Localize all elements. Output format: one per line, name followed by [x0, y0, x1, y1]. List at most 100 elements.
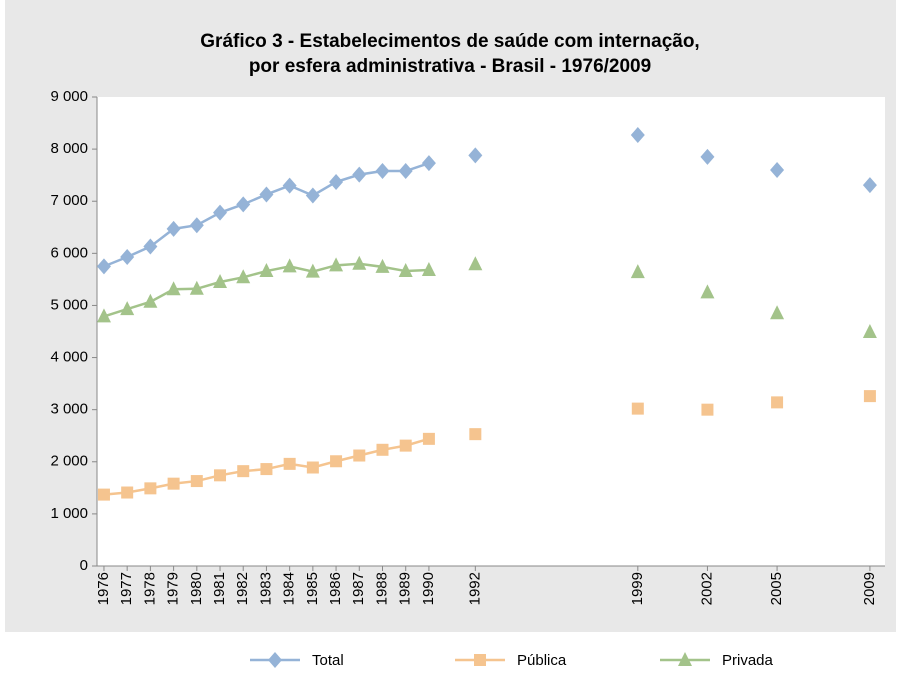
x-tick-label: 1977 — [118, 572, 135, 605]
data-point — [260, 463, 273, 476]
y-tick-label: 3 000 — [50, 401, 88, 418]
data-point — [306, 461, 319, 474]
x-tick-label: 1986 — [327, 572, 344, 605]
data-point — [770, 161, 785, 178]
data-point — [399, 439, 412, 452]
legend-marker — [678, 652, 692, 666]
data-point — [259, 186, 274, 203]
data-point — [166, 220, 181, 237]
legend-marker — [268, 652, 282, 668]
data-point — [422, 432, 435, 445]
data-point — [282, 177, 297, 194]
data-point — [771, 396, 784, 409]
y-tick-label: 7 000 — [50, 192, 88, 209]
data-point — [282, 258, 297, 273]
data-point — [862, 324, 877, 339]
data-point — [96, 258, 111, 275]
data-point — [770, 305, 785, 320]
data-point — [398, 162, 413, 179]
data-point — [189, 280, 204, 295]
data-point — [236, 269, 251, 284]
data-point — [166, 281, 181, 296]
chart-title: por esfera administrativa - Brasil - 197… — [249, 56, 651, 77]
data-point — [863, 390, 876, 403]
data-point — [305, 263, 320, 278]
legend-label: Total — [312, 652, 344, 669]
data-point — [236, 196, 251, 213]
data-point — [469, 428, 482, 441]
data-point — [701, 403, 714, 416]
x-tick-label: 1989 — [397, 572, 414, 605]
data-point — [421, 262, 436, 277]
data-point — [700, 148, 715, 165]
legend-label: Privada — [722, 652, 774, 669]
y-tick-label: 4 000 — [50, 349, 88, 366]
data-point — [190, 475, 203, 488]
data-point — [97, 488, 110, 501]
x-tick-label: 1990 — [420, 572, 437, 605]
data-point — [213, 204, 228, 221]
legend-label: Pública — [517, 652, 567, 669]
y-tick-label: 9 000 — [50, 88, 88, 105]
x-tick-label: 1980 — [188, 572, 205, 605]
data-point — [143, 293, 158, 308]
x-tick-label: 1988 — [373, 572, 390, 605]
x-tick-label: 1981 — [211, 572, 228, 605]
data-point — [630, 264, 645, 279]
x-tick-label: 1976 — [95, 572, 112, 605]
data-point — [213, 273, 228, 288]
plot-area — [97, 97, 885, 566]
data-point — [189, 217, 204, 234]
data-point — [862, 177, 877, 194]
data-point — [631, 402, 644, 415]
data-point — [330, 455, 343, 468]
x-tick-label: 1982 — [234, 572, 251, 605]
x-tick-label: 1992 — [466, 572, 483, 605]
data-point — [237, 465, 250, 478]
data-point — [468, 256, 483, 271]
x-tick-label: 1987 — [350, 572, 367, 605]
data-point — [700, 284, 715, 299]
y-tick-label: 5 000 — [50, 296, 88, 313]
data-point — [421, 155, 436, 172]
x-tick-label: 1983 — [257, 572, 274, 605]
x-tick-label: 2002 — [698, 572, 715, 605]
data-point — [375, 258, 390, 273]
data-point — [214, 469, 227, 482]
data-point — [630, 127, 645, 144]
chart-title: Gráfico 3 - Estabelecimentos de saúde co… — [200, 31, 699, 52]
data-point — [375, 162, 390, 179]
legend-marker — [474, 654, 486, 666]
y-tick-label: 6 000 — [50, 244, 88, 261]
x-tick-label: 1978 — [141, 572, 158, 605]
x-tick-label: 2005 — [768, 572, 785, 605]
data-point — [305, 187, 320, 204]
data-point — [144, 482, 157, 495]
data-point — [329, 257, 344, 272]
data-point — [143, 238, 158, 255]
data-point — [283, 457, 296, 470]
x-tick-label: 1999 — [629, 572, 646, 605]
x-tick-label: 1979 — [165, 572, 182, 605]
data-point — [120, 301, 135, 316]
y-tick-label: 2 000 — [50, 453, 88, 470]
data-point — [96, 308, 111, 323]
data-point — [352, 166, 367, 183]
x-tick-label: 2009 — [861, 572, 878, 605]
data-point — [376, 443, 389, 456]
y-tick-label: 0 — [80, 557, 88, 574]
data-point — [353, 449, 366, 462]
data-point — [121, 486, 134, 499]
data-point — [468, 147, 483, 164]
y-tick-label: 8 000 — [50, 140, 88, 157]
data-point — [259, 263, 274, 278]
data-point — [398, 263, 413, 278]
data-point — [167, 477, 180, 490]
data-point — [329, 173, 344, 190]
x-tick-label: 1985 — [304, 572, 321, 605]
y-tick-label: 1 000 — [50, 505, 88, 522]
data-point — [120, 248, 135, 265]
x-tick-label: 1984 — [281, 572, 298, 605]
data-point — [352, 255, 367, 270]
